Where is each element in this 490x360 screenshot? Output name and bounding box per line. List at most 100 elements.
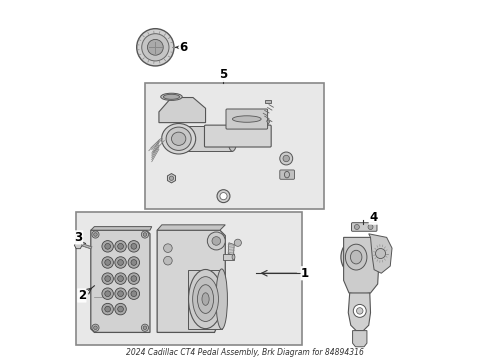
Ellipse shape (193, 276, 219, 321)
Circle shape (141, 324, 148, 331)
Circle shape (128, 273, 140, 284)
Circle shape (128, 288, 140, 300)
Polygon shape (267, 121, 270, 125)
Ellipse shape (161, 93, 182, 100)
Polygon shape (91, 230, 150, 332)
Circle shape (131, 260, 137, 265)
Circle shape (118, 276, 123, 282)
Circle shape (102, 288, 113, 300)
Circle shape (164, 256, 172, 265)
Circle shape (118, 291, 123, 297)
Bar (188, 270, 221, 329)
Circle shape (143, 233, 147, 236)
FancyBboxPatch shape (226, 109, 268, 129)
Bar (145, 83, 324, 209)
Ellipse shape (197, 285, 214, 314)
Circle shape (115, 273, 126, 284)
Circle shape (102, 240, 113, 252)
Circle shape (353, 305, 366, 318)
Circle shape (143, 326, 147, 329)
Circle shape (170, 176, 173, 180)
Ellipse shape (172, 132, 186, 145)
Circle shape (105, 243, 111, 249)
Circle shape (102, 303, 113, 315)
Circle shape (128, 240, 140, 252)
Circle shape (283, 155, 290, 162)
Circle shape (92, 231, 99, 238)
Ellipse shape (166, 127, 191, 150)
Ellipse shape (232, 116, 261, 122)
Circle shape (118, 243, 123, 249)
Bar (266, 100, 271, 103)
Circle shape (131, 276, 137, 282)
Polygon shape (228, 243, 234, 255)
Circle shape (131, 291, 137, 297)
Text: 1: 1 (301, 267, 309, 280)
Circle shape (94, 233, 97, 236)
Circle shape (118, 306, 123, 312)
Text: 2: 2 (78, 289, 86, 302)
Text: 3: 3 (74, 231, 83, 244)
FancyBboxPatch shape (204, 125, 271, 147)
Text: 5: 5 (220, 68, 228, 81)
Polygon shape (353, 330, 367, 347)
Circle shape (105, 276, 111, 282)
Circle shape (368, 225, 373, 229)
Ellipse shape (285, 171, 290, 178)
Ellipse shape (189, 270, 222, 329)
Circle shape (105, 291, 111, 297)
Circle shape (102, 257, 113, 268)
Bar (223, 254, 234, 260)
Circle shape (92, 324, 99, 331)
Circle shape (354, 225, 359, 229)
Ellipse shape (345, 244, 367, 270)
Text: 2024 Cadillac CT4 Pedal Assembly, Brk Diagram for 84894316: 2024 Cadillac CT4 Pedal Assembly, Brk Di… (126, 348, 364, 357)
Polygon shape (348, 293, 370, 330)
Circle shape (142, 34, 169, 61)
Circle shape (137, 29, 174, 66)
FancyBboxPatch shape (351, 223, 377, 231)
Polygon shape (157, 225, 225, 230)
Ellipse shape (350, 250, 362, 264)
Ellipse shape (164, 94, 179, 99)
Polygon shape (74, 242, 82, 249)
Circle shape (280, 152, 293, 165)
Circle shape (141, 231, 148, 238)
Circle shape (212, 237, 220, 245)
Polygon shape (91, 226, 152, 230)
Polygon shape (368, 234, 392, 273)
Circle shape (115, 288, 126, 300)
Circle shape (357, 308, 363, 314)
Circle shape (375, 248, 386, 258)
Polygon shape (157, 230, 225, 332)
Circle shape (118, 260, 123, 265)
Circle shape (220, 193, 227, 200)
Circle shape (115, 240, 126, 252)
Text: 6: 6 (179, 41, 188, 54)
Circle shape (131, 243, 137, 249)
Circle shape (217, 190, 230, 203)
Circle shape (115, 303, 126, 315)
Circle shape (102, 273, 113, 284)
Bar (76, 212, 302, 345)
Ellipse shape (232, 255, 235, 260)
Ellipse shape (341, 239, 371, 275)
Ellipse shape (216, 269, 227, 329)
Ellipse shape (162, 123, 196, 154)
Circle shape (105, 306, 111, 312)
Circle shape (128, 257, 140, 268)
Bar (179, 126, 232, 151)
Circle shape (234, 239, 242, 246)
Polygon shape (168, 174, 175, 183)
Circle shape (147, 40, 163, 55)
Circle shape (164, 244, 172, 252)
Polygon shape (343, 237, 379, 295)
Text: 4: 4 (369, 211, 377, 224)
Circle shape (207, 232, 225, 250)
Circle shape (105, 260, 111, 265)
Circle shape (115, 257, 126, 268)
Polygon shape (159, 98, 205, 123)
Circle shape (94, 326, 97, 329)
FancyBboxPatch shape (280, 170, 294, 179)
Ellipse shape (228, 126, 237, 151)
